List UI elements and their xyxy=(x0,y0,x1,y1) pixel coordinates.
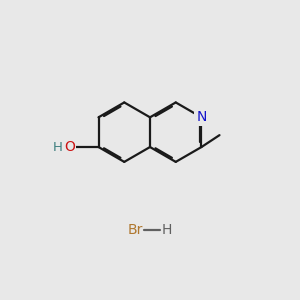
Text: N: N xyxy=(196,110,207,124)
Text: O: O xyxy=(64,140,75,154)
Text: H: H xyxy=(162,223,172,237)
Text: Br: Br xyxy=(127,223,142,237)
Text: H: H xyxy=(52,140,62,154)
